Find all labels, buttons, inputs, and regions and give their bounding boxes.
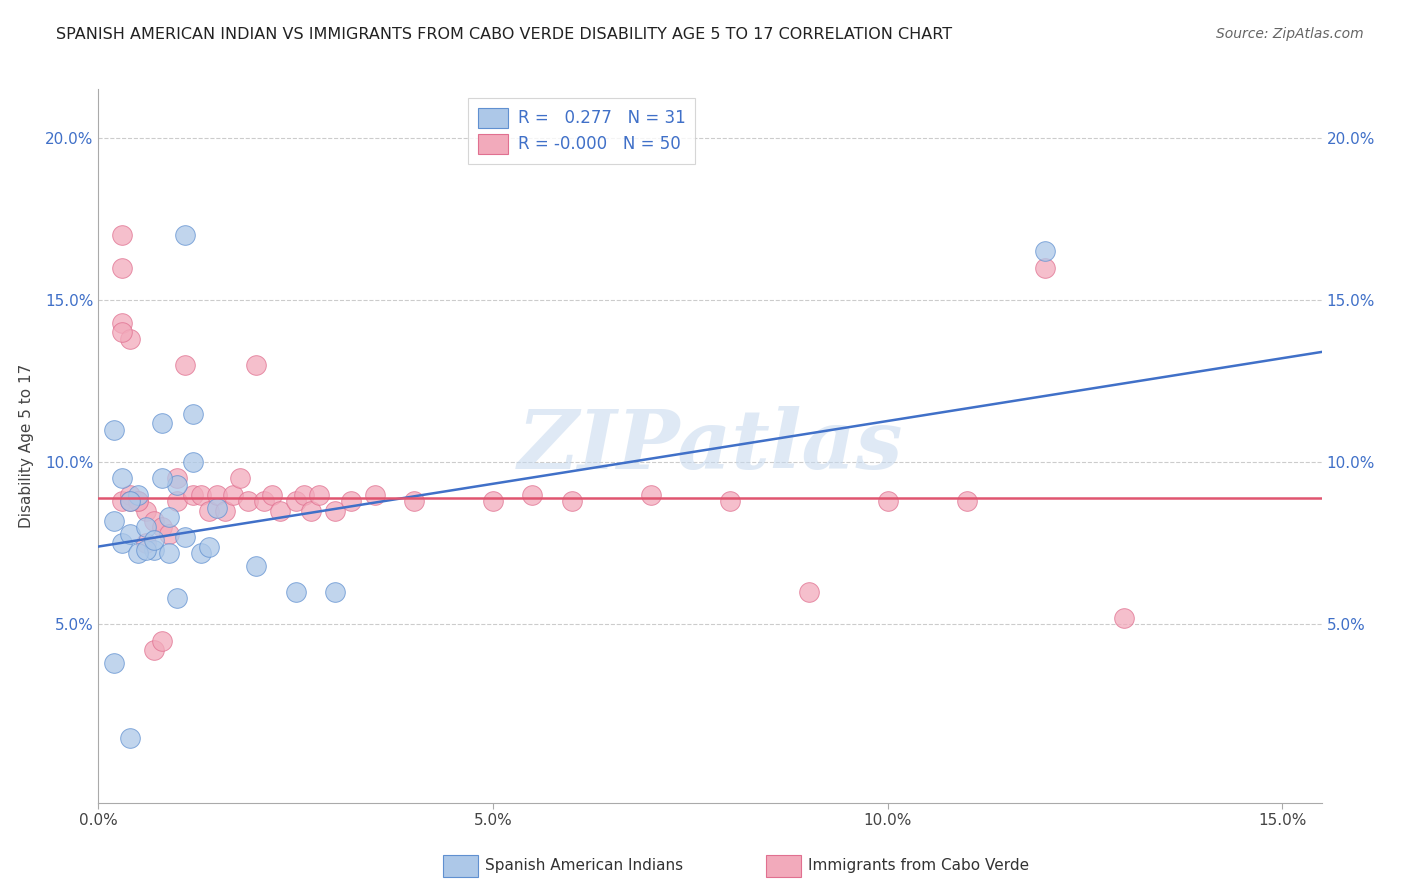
Point: [174, 530, 197, 544]
Point: [253, 494, 276, 508]
Point: [1035, 260, 1057, 275]
Point: [363, 488, 385, 502]
Text: Source: ZipAtlas.com: Source: ZipAtlas.com: [1216, 27, 1364, 41]
Point: [522, 488, 544, 502]
Point: [142, 533, 165, 547]
Point: [111, 536, 134, 550]
Point: [340, 494, 363, 508]
Point: [135, 520, 157, 534]
Point: [323, 504, 346, 518]
Point: [159, 546, 181, 560]
Point: [111, 316, 134, 330]
Point: [238, 494, 260, 508]
Legend: R =   0.277   N = 31, R = -0.000   N = 50: R = 0.277 N = 31, R = -0.000 N = 50: [468, 97, 696, 164]
Point: [229, 471, 252, 485]
Point: [214, 504, 236, 518]
Point: [166, 471, 188, 485]
Point: [127, 546, 149, 560]
Point: [142, 542, 165, 557]
Point: [221, 488, 243, 502]
Point: [103, 514, 125, 528]
Text: Spanish American Indians: Spanish American Indians: [485, 858, 683, 872]
Point: [135, 504, 157, 518]
Point: [118, 488, 141, 502]
Point: [190, 546, 212, 560]
Text: Immigrants from Cabo Verde: Immigrants from Cabo Verde: [808, 858, 1029, 872]
Point: [245, 358, 267, 372]
Point: [284, 585, 307, 599]
Point: [150, 520, 173, 534]
Point: [127, 494, 149, 508]
Point: [135, 536, 157, 550]
Point: [797, 585, 820, 599]
Point: [103, 423, 125, 437]
Point: [181, 488, 204, 502]
Point: [1035, 244, 1057, 259]
Point: [198, 504, 221, 518]
Point: [181, 407, 204, 421]
Point: [118, 731, 141, 745]
Point: [135, 542, 157, 557]
Point: [111, 326, 134, 340]
Point: [876, 494, 898, 508]
Text: ZIPatlas: ZIPatlas: [517, 406, 903, 486]
Point: [166, 478, 188, 492]
Point: [1114, 611, 1136, 625]
Point: [118, 526, 141, 541]
Y-axis label: Disability Age 5 to 17: Disability Age 5 to 17: [20, 364, 34, 528]
Point: [323, 585, 346, 599]
Point: [404, 494, 426, 508]
Point: [190, 488, 212, 502]
Point: [308, 488, 330, 502]
Point: [159, 510, 181, 524]
Point: [118, 332, 141, 346]
Point: [292, 488, 315, 502]
Point: [198, 540, 221, 554]
Point: [181, 455, 204, 469]
Point: [111, 228, 134, 243]
Point: [150, 417, 173, 431]
Point: [301, 504, 323, 518]
Point: [118, 494, 141, 508]
Point: [159, 526, 181, 541]
Point: [166, 591, 188, 606]
Point: [127, 488, 149, 502]
Point: [111, 260, 134, 275]
Point: [269, 504, 291, 518]
Point: [561, 494, 583, 508]
Point: [245, 559, 267, 574]
Point: [111, 471, 134, 485]
Point: [142, 643, 165, 657]
Point: [103, 657, 125, 671]
Point: [127, 494, 149, 508]
Point: [166, 494, 188, 508]
Text: SPANISH AMERICAN INDIAN VS IMMIGRANTS FROM CABO VERDE DISABILITY AGE 5 TO 17 COR: SPANISH AMERICAN INDIAN VS IMMIGRANTS FR…: [56, 27, 952, 42]
Point: [482, 494, 505, 508]
Point: [150, 633, 173, 648]
Point: [205, 488, 228, 502]
Point: [640, 488, 662, 502]
Point: [118, 494, 141, 508]
Point: [174, 228, 197, 243]
Point: [718, 494, 741, 508]
Point: [150, 471, 173, 485]
Point: [260, 488, 283, 502]
Point: [205, 500, 228, 515]
Point: [284, 494, 307, 508]
Point: [955, 494, 977, 508]
Point: [111, 494, 134, 508]
Point: [142, 514, 165, 528]
Point: [174, 358, 197, 372]
